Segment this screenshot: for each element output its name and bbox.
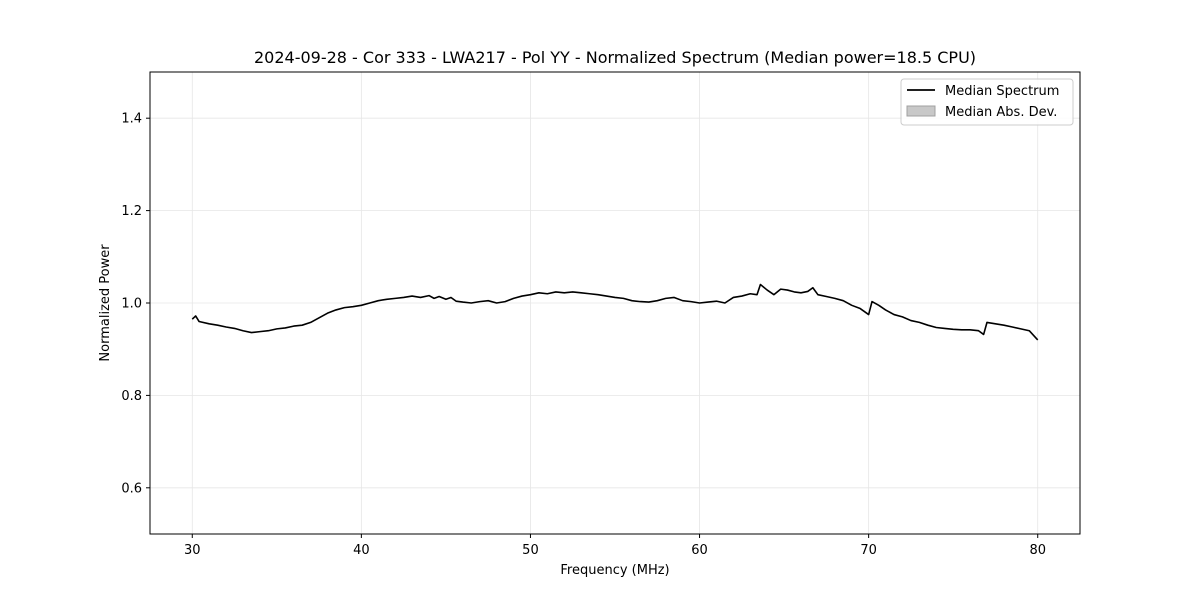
grid — [150, 72, 1080, 534]
x-tick-label: 60 — [691, 543, 708, 558]
y-axis-label: Normalized Power — [98, 244, 113, 362]
legend-label-median-abs-dev: Median Abs. Dev. — [945, 105, 1057, 120]
legend-box — [900, 78, 1074, 126]
plot-lines — [191, 283, 1039, 341]
y-tick-label: 0.8 — [121, 389, 142, 404]
y-tick-label: 1.4 — [121, 112, 142, 127]
median-spectrum-line — [191, 283, 1039, 341]
legend: Median Spectrum Median Abs. Dev. — [900, 78, 1074, 126]
x-axis: 30 40 50 60 70 80 — [184, 534, 1046, 558]
x-tick-label: 70 — [860, 543, 877, 558]
x-tick-label: 80 — [1029, 543, 1046, 558]
x-tick-label: 50 — [522, 543, 539, 558]
y-tick-label: 1.0 — [121, 297, 142, 312]
x-tick-label: 40 — [353, 543, 370, 558]
legend-label-median-spectrum: Median Spectrum — [945, 84, 1059, 99]
x-axis-label: Frequency (MHz) — [560, 563, 669, 578]
chart-title: 2024-09-28 - Cor 333 - LWA217 - Pol YY -… — [254, 48, 976, 67]
y-tick-label: 0.6 — [121, 481, 142, 496]
y-axis: 0.6 0.8 1.0 1.2 1.4 — [121, 112, 150, 496]
y-tick-label: 1.2 — [121, 204, 142, 219]
legend-patch-swatch — [906, 105, 936, 117]
x-tick-label: 30 — [184, 543, 201, 558]
